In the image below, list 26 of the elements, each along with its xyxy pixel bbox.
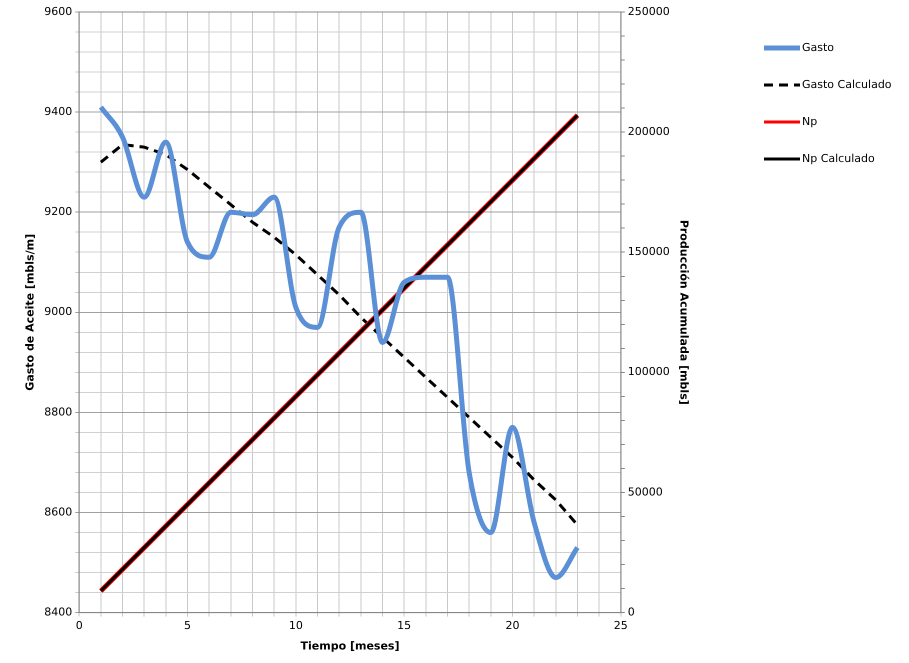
y2-tick-label: 50000 [628, 485, 663, 498]
legend-label: Gasto [802, 40, 834, 54]
x-tick-label: 0 [76, 619, 83, 632]
y-axis-title: Gasto de Aceite [mbls/m] [23, 234, 36, 391]
x-tick-label: 25 [614, 619, 628, 632]
x-tick-label: 5 [184, 619, 192, 632]
y-tick-label: 9000 [44, 305, 72, 318]
legend-label: Np Calculado [802, 152, 875, 165]
legend-label: Np [802, 114, 818, 128]
y-tick-label: 9400 [44, 104, 72, 118]
y-tick-label: 8600 [44, 505, 72, 518]
y-tick-label: 9600 [44, 4, 72, 18]
x-tick-label: 15 [397, 619, 412, 632]
x-tick-label: 20 [505, 619, 520, 632]
y-tick-label: 8800 [44, 405, 72, 418]
y2-tick-label: 250000 [628, 4, 670, 18]
x-axis-title: Tiempo [meses] [300, 639, 400, 652]
y-tick-label: 9200 [44, 205, 72, 218]
y-tick-label: 8400 [44, 605, 72, 618]
y2-tick-label: 150000 [628, 245, 670, 258]
x-tick-label: 10 [288, 619, 303, 632]
legend-label: Gasto Calculado [802, 78, 892, 91]
y2-tick-label: 0 [628, 605, 635, 618]
y2-axis-title: Producción Acumulada [mbls] [678, 220, 691, 405]
y2-tick-label: 200000 [628, 124, 670, 138]
y2-tick-label: 100000 [628, 365, 670, 378]
